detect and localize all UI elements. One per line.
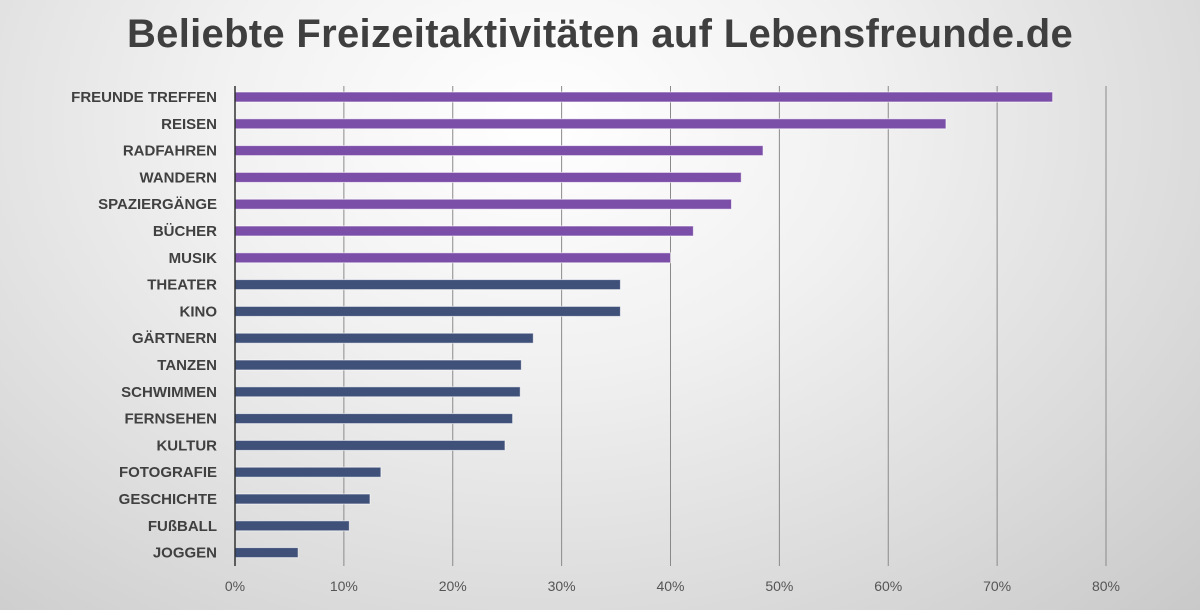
bar [234,493,371,505]
x-tick-label: 0% [225,578,245,594]
bar [234,252,671,264]
category-label: BÜCHER [153,223,217,240]
x-tick-label: 20% [439,578,467,594]
x-tick-label: 80% [1092,578,1120,594]
bar [234,171,742,183]
category-label: FOTOGRAFIE [119,464,217,481]
category-label: GÄRTNERN [132,330,217,347]
x-tick-label: 50% [765,578,793,594]
category-label: REISEN [161,116,217,133]
x-tick-label: 10% [330,578,358,594]
category-label: FUßBALL [148,518,217,535]
category-label: KULTUR [156,437,217,454]
bar [234,466,382,478]
category-label: FERNSEHEN [124,411,217,428]
bar [234,145,764,157]
x-tick-label: 40% [656,578,684,594]
category-label: KINO [180,303,218,320]
bar [234,305,621,317]
bar [234,386,521,398]
category-label: MUSIK [169,250,218,267]
chart-title: Beliebte Freizeitaktivitäten auf Lebensf… [126,12,1074,56]
category-label: JOGGEN [153,545,217,562]
x-tick-label: 70% [983,578,1011,594]
bar [234,279,621,291]
category-label: GESCHICHTE [119,491,217,508]
bar [234,359,522,371]
bar [234,439,506,451]
category-label: WANDERN [140,169,218,186]
category-label: SCHWIMMEN [121,384,217,401]
category-label: RADFAHREN [123,143,217,160]
bar [234,198,732,210]
category-label: FREUNDE TREFFEN [71,89,217,106]
bar [234,413,514,425]
bar [234,520,350,532]
bar [234,547,299,559]
category-label: THEATER [147,277,217,294]
bar [234,91,1054,103]
bar [234,225,694,237]
bar [234,118,947,130]
x-tick-label: 30% [548,578,576,594]
bar [234,332,534,344]
x-tick-label: 60% [874,578,902,594]
category-label: TANZEN [157,357,217,374]
category-label: SPAZIERGÄNGE [98,196,217,213]
